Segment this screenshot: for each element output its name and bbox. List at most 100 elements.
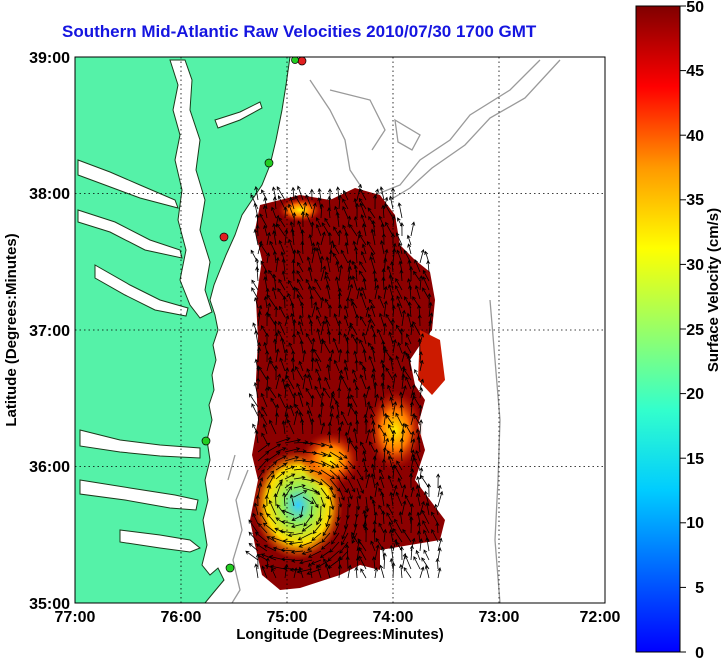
velocity-arrow <box>365 318 372 336</box>
velocity-arrow <box>248 519 259 534</box>
velocity-arrow <box>347 478 356 493</box>
velocity-arrow <box>320 469 336 480</box>
velocity-arrow <box>311 451 327 457</box>
velocity-arrow <box>399 327 404 345</box>
velocity-arrow <box>338 451 348 459</box>
velocity-arrow <box>397 217 403 228</box>
velocity-arrow <box>383 300 388 318</box>
velocity-arrow <box>322 339 331 354</box>
velocity-arrow <box>257 469 265 480</box>
velocity-arrow <box>309 188 314 201</box>
velocity-arrow <box>281 270 286 282</box>
velocity-arrow <box>371 219 376 237</box>
velocity-arrow <box>355 202 360 219</box>
velocity-arrow <box>266 484 272 498</box>
velocity-arrow <box>353 215 358 228</box>
map-panel <box>74 56 606 604</box>
velocity-arrow <box>333 359 340 372</box>
velocity-arrow <box>320 296 325 309</box>
velocity-arrow <box>352 427 358 444</box>
velocity-arrow <box>424 564 430 579</box>
velocity-arrow <box>387 450 394 462</box>
x-tick-label: 74:00 <box>373 609 414 626</box>
velocity-arrow <box>281 509 295 516</box>
velocity-arrow <box>365 428 371 444</box>
velocity-arrow <box>248 531 259 543</box>
velocity-arrow <box>428 319 433 336</box>
velocity-arrow <box>358 197 367 210</box>
velocity-arrow <box>352 369 358 381</box>
velocity-arrow <box>381 233 386 246</box>
velocity-arrow <box>353 246 359 264</box>
velocity-arrow <box>300 301 305 318</box>
velocity-arrow <box>305 401 313 417</box>
velocity-arrow <box>374 544 380 561</box>
velocity-arrow <box>298 541 313 548</box>
velocity-arrow <box>369 405 376 417</box>
velocity-arrow <box>410 430 415 444</box>
velocity-arrow <box>262 503 268 516</box>
velocity-arrow <box>263 295 268 309</box>
velocity-arrow <box>365 496 370 513</box>
velocity-arrow <box>364 526 369 543</box>
velocity-arrow <box>312 286 322 300</box>
velocity-arrow <box>351 531 358 543</box>
velocity-arrow <box>399 563 404 579</box>
velocity-arrow <box>291 186 296 201</box>
velocity-arrow <box>410 438 416 453</box>
velocity-arrow <box>392 527 403 543</box>
velocity-arrow <box>290 367 295 381</box>
velocity-arrow <box>389 396 394 408</box>
velocity-arrow <box>320 401 325 417</box>
velocity-arrow <box>381 340 386 354</box>
velocity-arrow <box>266 294 277 309</box>
velocity-arrow <box>415 450 421 462</box>
velocity-arrow <box>417 522 422 534</box>
velocity-arrow <box>340 375 349 390</box>
velocity-arrow <box>342 198 349 210</box>
velocity-arrow <box>290 301 295 318</box>
velocity-arrow <box>399 437 404 453</box>
velocity-arrow <box>293 567 298 579</box>
velocity-arrow <box>337 229 342 246</box>
velocity-arrow <box>359 202 367 219</box>
velocity-arrow <box>281 258 286 273</box>
velocity-arrow <box>250 193 259 210</box>
velocity-arrow <box>262 423 268 435</box>
velocity-arrow <box>367 207 376 219</box>
velocity-arrow <box>311 202 317 219</box>
velocity-arrow <box>382 552 387 570</box>
velocity-arrow <box>362 348 367 363</box>
velocity-arrow <box>338 460 349 470</box>
velocity-arrow <box>367 313 376 327</box>
velocity-arrow <box>337 304 343 318</box>
velocity-arrow <box>317 376 322 390</box>
velocity-arrow <box>287 532 304 538</box>
velocity-arrow <box>383 528 388 543</box>
velocity-arrow <box>278 239 286 255</box>
velocity-arrow <box>386 512 394 525</box>
velocity-arrow <box>386 503 394 516</box>
velocity-arrow <box>394 518 403 534</box>
velocity-arrow <box>380 382 385 399</box>
velocity-arrow <box>370 304 376 318</box>
velocity-arrow <box>302 373 308 390</box>
velocity-vectors <box>245 183 444 579</box>
velocity-arrow <box>308 319 314 336</box>
velocity-arrow <box>266 231 271 246</box>
velocity-arrow <box>278 278 286 291</box>
velocity-arrow <box>284 485 292 498</box>
velocity-arrow <box>284 228 289 246</box>
velocity-arrow <box>290 312 295 327</box>
velocity-arrow <box>302 441 314 446</box>
velocity-arrow <box>371 428 376 444</box>
velocity-arrow <box>399 545 404 561</box>
velocity-arrow <box>378 312 385 327</box>
velocity-arrow <box>307 266 313 282</box>
station-green <box>291 57 299 64</box>
velocity-arrow <box>271 206 277 219</box>
velocity-arrow <box>384 203 394 219</box>
velocity-arrow <box>329 451 343 460</box>
velocity-arrow <box>337 426 342 444</box>
velocity-arrow <box>381 204 386 219</box>
